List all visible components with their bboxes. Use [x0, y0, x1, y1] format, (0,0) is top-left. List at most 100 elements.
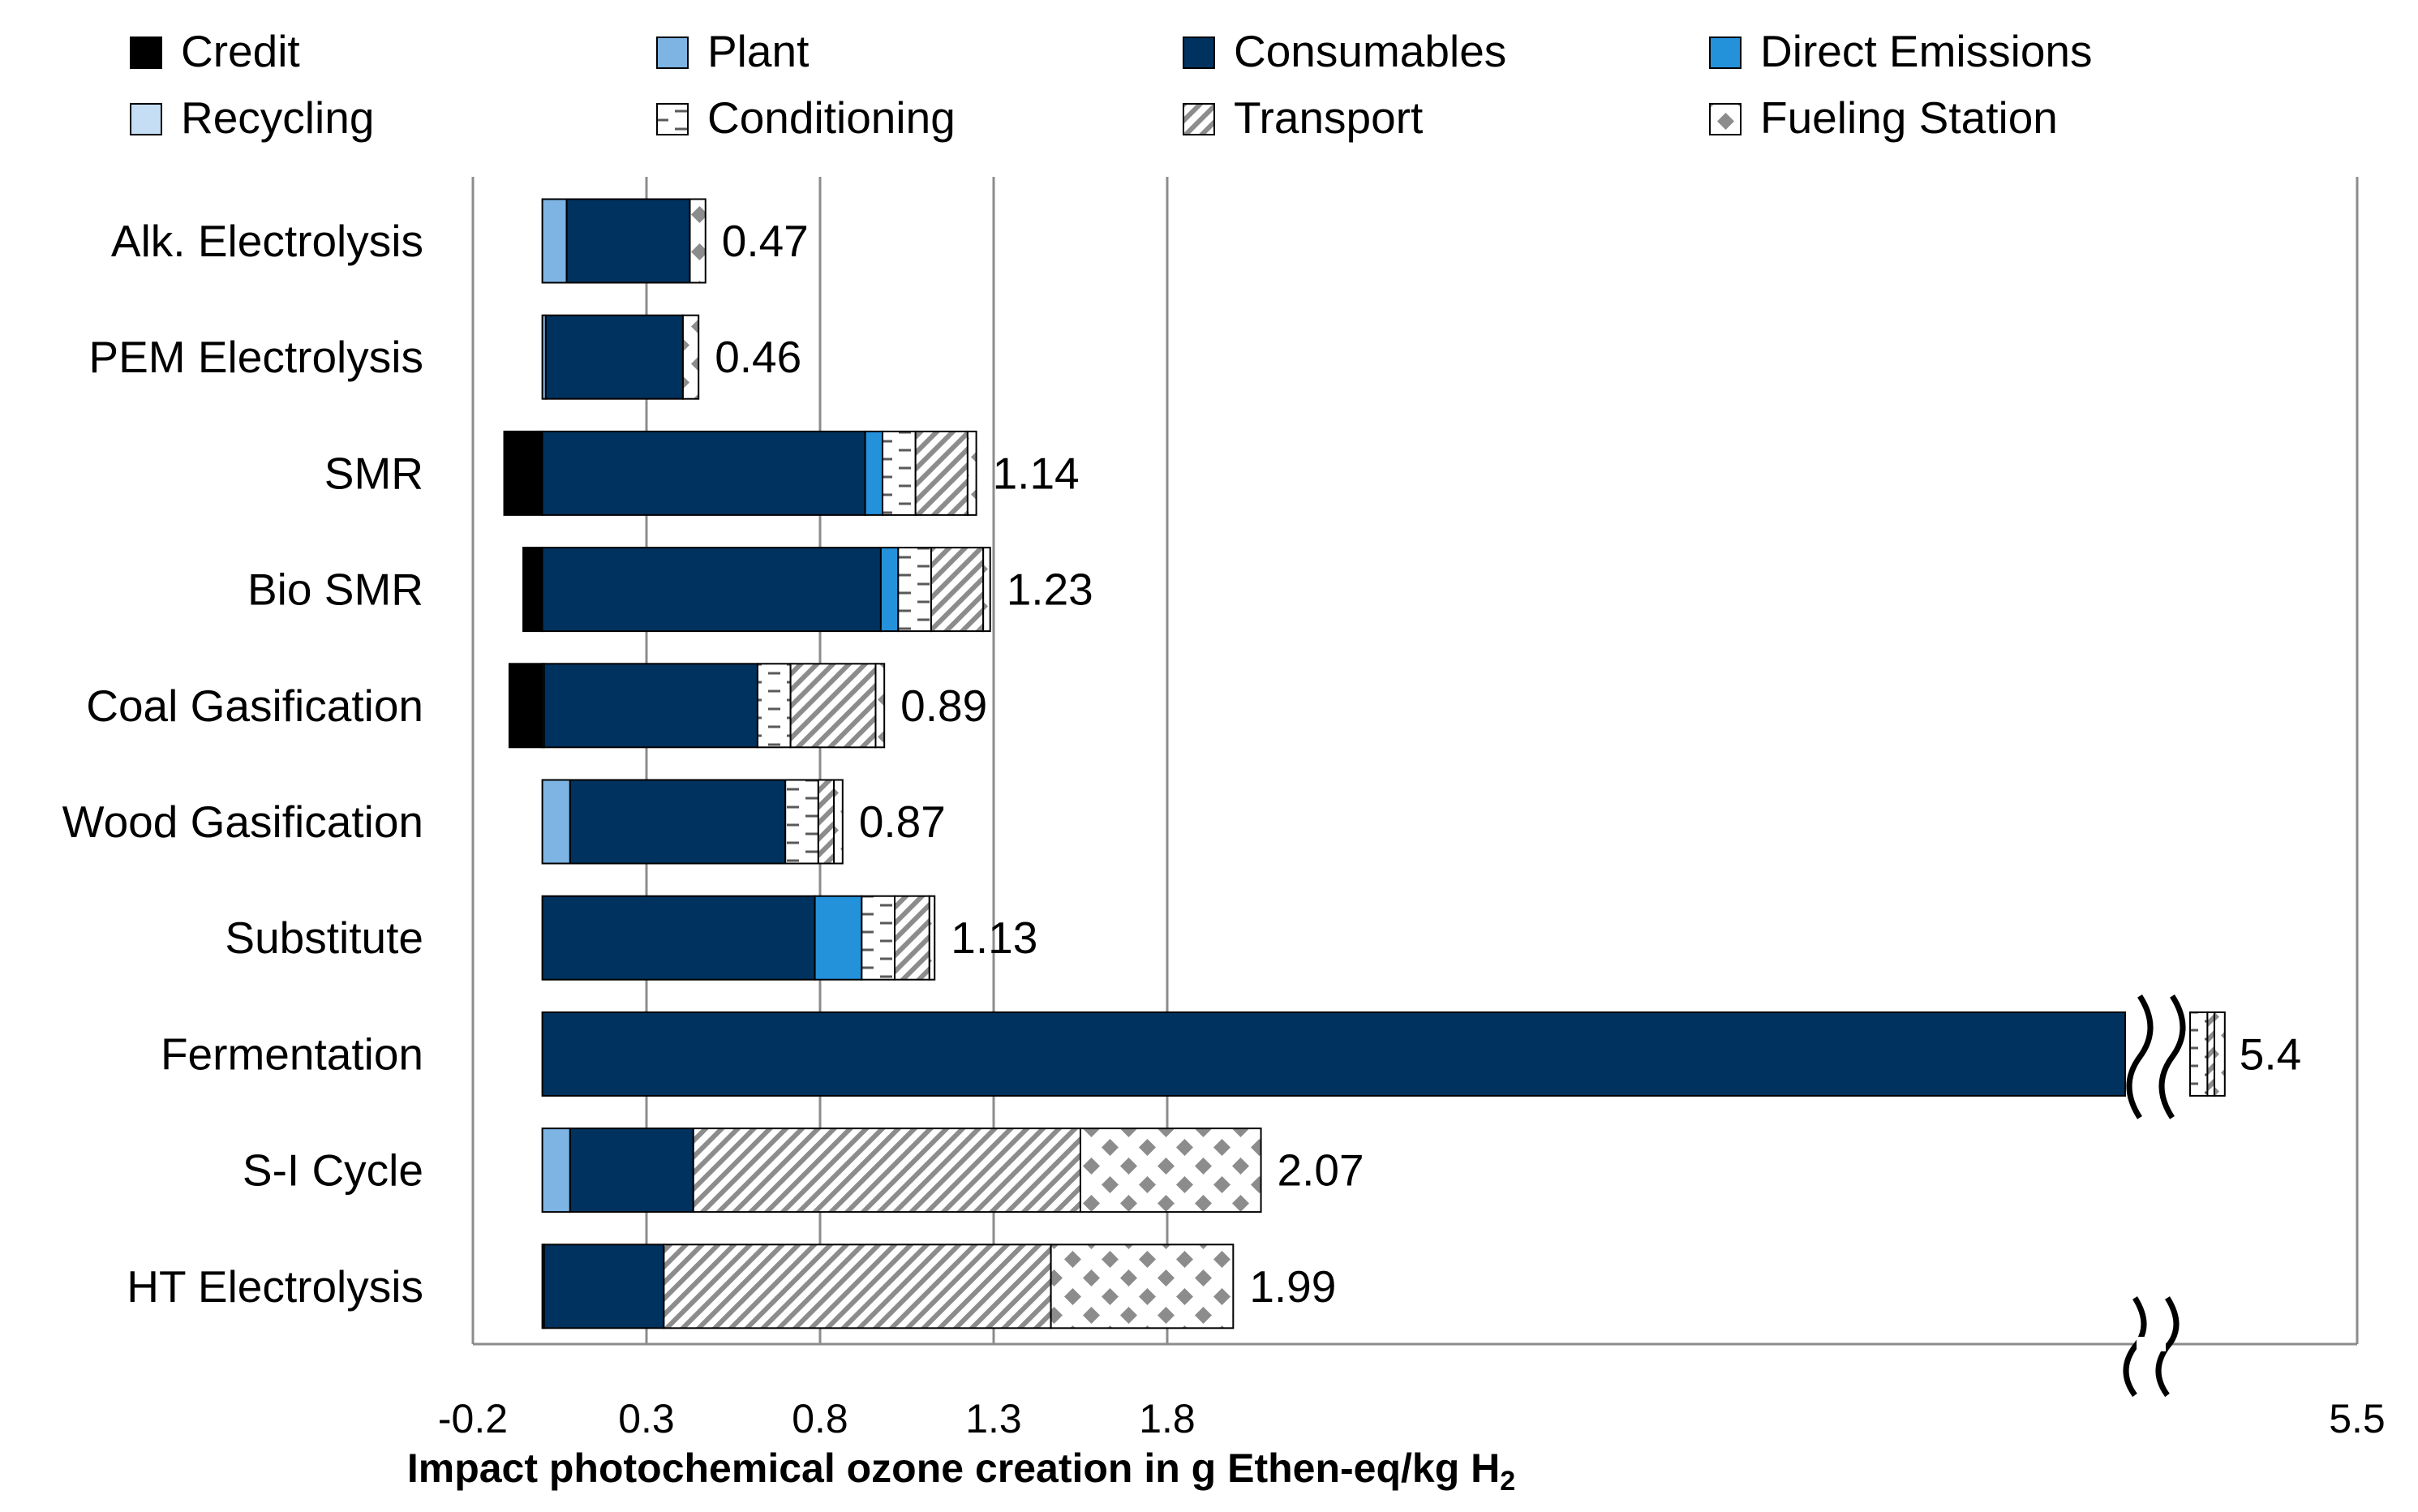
- bar-bio-smr-fueling-station: [982, 547, 991, 633]
- legend-swatch-plant: [656, 37, 689, 69]
- bars: 0.47 Alk. Electrolysis 0.46 PEM Electrolysi…: [62, 198, 2301, 1329]
- bar-pem-electrolysis-consumables: [544, 314, 684, 400]
- bar-s-i-cycle-transport: [692, 1128, 1082, 1213]
- legend-label-plant: Plant: [707, 26, 809, 76]
- x-axis-title: Impact photochemical ozone creation in g…: [407, 1445, 1515, 1497]
- category-label-smr: SMR: [324, 448, 423, 498]
- bar-coal-gasification-fueling-station: [874, 663, 886, 749]
- bar-alk-electrolysis-fueling-station: [689, 198, 707, 284]
- bar-alk-electrolysis-consumables: [565, 198, 691, 284]
- legend-label-conditioning: Conditioning: [707, 92, 956, 143]
- x-axis-title-subscript: 2: [1500, 1466, 1515, 1497]
- value-label-fermentation: 5.4: [2240, 1029, 2301, 1079]
- value-label-ht-electrolysis: 1.99: [1249, 1261, 1336, 1312]
- bar-fermentation-transport-tail: [2206, 1011, 2215, 1097]
- bar-s-i-cycle-fueling-station: [1080, 1128, 1262, 1213]
- legend: Credit Plant Consumables Direct Emissions Re…: [130, 26, 2093, 143]
- bar-wood-gasification-transport: [817, 779, 835, 865]
- axis-break-mark-bar: [2126, 994, 2154, 1119]
- bar-bio-smr-conditioning: [897, 547, 932, 633]
- legend-swatch-consumables: [1183, 37, 1215, 69]
- bar-substitute-fueling-station: [928, 895, 936, 981]
- bar-pem-electrolysis-fueling-station: [681, 314, 700, 400]
- value-label-smr: 1.14: [993, 448, 1080, 498]
- x-tick-label-1-3: 1.3: [965, 1396, 1022, 1441]
- value-label-pem-electrolysis: 0.46: [715, 332, 801, 382]
- bar-smr-transport: [914, 430, 968, 516]
- bar-substitute-direct-emissions: [814, 895, 863, 981]
- bar-ht-electrolysis-fueling-station: [1050, 1244, 1235, 1329]
- legend-label-consumables: Consumables: [1234, 26, 1506, 76]
- bar-s-i-cycle-plant: [541, 1128, 571, 1213]
- bar-fermentation-consumables: [541, 1011, 2126, 1097]
- bar-bio-smr-direct-emissions: [879, 547, 900, 633]
- bar-group-ht-electrolysis: 1.99: [541, 1244, 1336, 1329]
- value-label-alk-electrolysis: 0.47: [722, 216, 809, 266]
- bar-smr-consumables: [541, 430, 866, 516]
- x-tick-label-0-8: 0.8: [792, 1396, 848, 1441]
- legend-label-recycling: Recycling: [181, 92, 374, 143]
- bar-group-bio-smr: 1.23: [522, 547, 1093, 633]
- bar-smr-fueling-station: [966, 430, 977, 516]
- bar-substitute-conditioning: [861, 895, 896, 981]
- bar-group-pem-electrolysis: 0.46: [541, 314, 801, 400]
- bar-bio-smr-consumables: [541, 547, 882, 633]
- x-tick-label-0-3: 0.3: [618, 1396, 675, 1441]
- bar-fermentation-fueling-station-tail: [2213, 1011, 2226, 1097]
- bar-substitute-consumables: [541, 895, 816, 981]
- bar-wood-gasification-consumables: [569, 779, 787, 865]
- legend-swatch-transport: [1183, 103, 1215, 135]
- bar-wood-gasification-fueling-station: [833, 779, 844, 865]
- legend-swatch-credit: [130, 37, 162, 69]
- legend-swatch-fueling-station: [1709, 103, 1742, 135]
- bar-coal-gasification-credit: [508, 663, 543, 749]
- category-label-substitute: Substitute: [225, 913, 423, 963]
- bar-fermentation-conditioning-tail: [2189, 1011, 2209, 1097]
- axes: -0.2 0.3 0.8 1.3 1.8 5.5: [438, 1296, 2386, 1441]
- category-label-ht-electrolysis: HT Electrolysis: [127, 1261, 423, 1312]
- legend-label-fueling-station: Fueling Station: [1760, 92, 2058, 143]
- bar-alk-electrolysis-plant: [541, 198, 568, 284]
- bar-smr-direct-emissions: [864, 430, 884, 516]
- bar-smr-conditioning: [882, 430, 917, 516]
- axis-break-mark-axis: [2123, 1296, 2180, 1398]
- x-tick-label-5-5: 5.5: [2329, 1396, 2386, 1441]
- x-tick-label-1-8: 1.8: [1139, 1396, 1196, 1441]
- bar-group-alk-electrolysis: 0.47: [541, 198, 809, 284]
- value-label-bio-smr: 1.23: [1007, 565, 1093, 615]
- category-label-pem-electrolysis: PEM Electrolysis: [88, 332, 423, 382]
- category-label-coal-gasification: Coal Gasification: [86, 681, 423, 731]
- legend-label-direct-emissions: Direct Emissions: [1760, 26, 2093, 76]
- bar-wood-gasification-plant: [541, 779, 571, 865]
- category-label-s-i-cycle: S-I Cycle: [243, 1145, 423, 1196]
- bar-ht-electrolysis-transport: [663, 1244, 1052, 1329]
- category-label-alk-electrolysis: Alk. Electrolysis: [111, 216, 423, 266]
- bar-group-smr: 1.14: [503, 430, 1080, 516]
- bar-bio-smr-transport: [930, 547, 985, 633]
- category-label-fermentation: Fermentation: [161, 1029, 423, 1079]
- category-label-wood-gasification: Wood Gasification: [62, 797, 423, 847]
- value-label-coal-gasification: 0.89: [900, 681, 987, 731]
- category-label-bio-smr: Bio SMR: [247, 565, 423, 615]
- legend-swatch-direct-emissions: [1709, 37, 1742, 69]
- x-tick-label-0-2: -0.2: [438, 1396, 508, 1441]
- bar-group-wood-gasification: 0.87: [541, 779, 946, 865]
- legend-swatch-recycling: [130, 103, 162, 135]
- value-label-substitute: 1.13: [951, 913, 1037, 963]
- bar-group-fermentation: 5.4: [541, 994, 2301, 1119]
- bar-ht-electrolysis-consumables: [543, 1244, 665, 1329]
- bar-coal-gasification-transport: [789, 663, 877, 749]
- bar-group-coal-gasification: 0.89: [508, 663, 987, 749]
- bar-group-substitute: 1.13: [541, 895, 1037, 981]
- bar-wood-gasification-conditioning: [784, 779, 819, 865]
- bar-bio-smr-credit: [522, 547, 543, 633]
- bar-coal-gasification-conditioning: [756, 663, 792, 749]
- axis-break-mark-bar: [2158, 994, 2186, 1119]
- value-label-wood-gasification: 0.87: [859, 797, 946, 847]
- bar-s-i-cycle-consumables: [569, 1128, 694, 1213]
- bar-smr-credit: [503, 430, 543, 516]
- bar-group-s-i-cycle: 2.07: [541, 1128, 1364, 1213]
- value-label-s-i-cycle: 2.07: [1278, 1145, 1364, 1196]
- bar-substitute-transport: [894, 895, 930, 981]
